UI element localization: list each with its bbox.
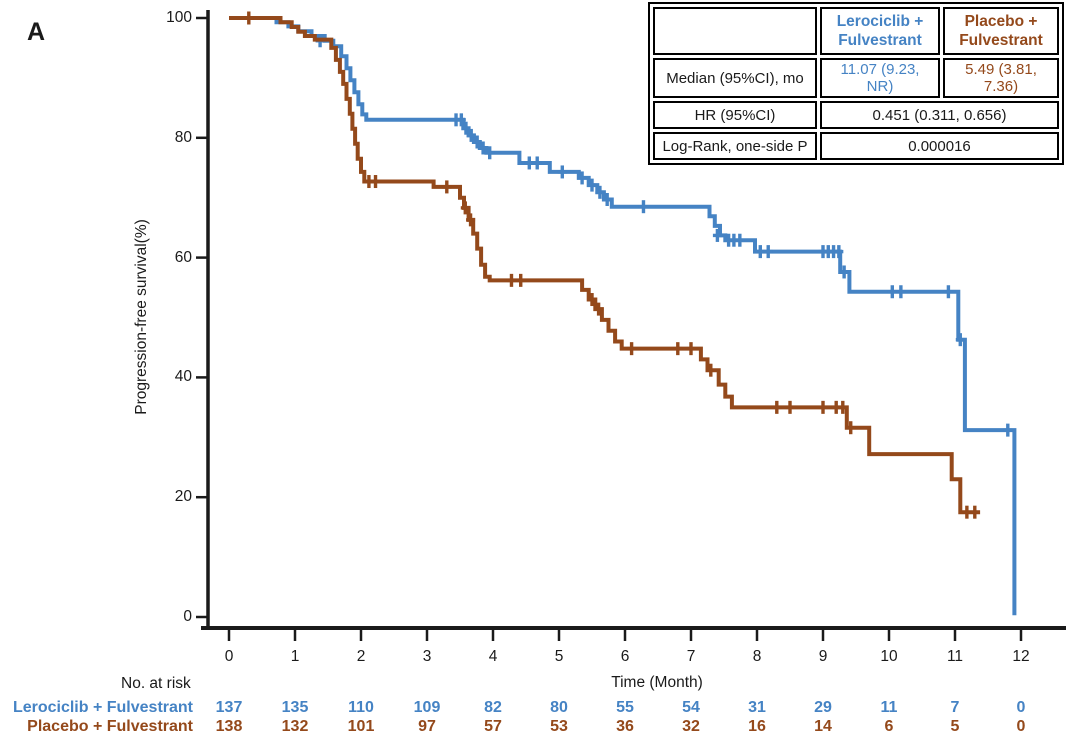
risk-count: 110 bbox=[348, 699, 374, 716]
panel-label: A bbox=[27, 18, 46, 46]
risk-count: 97 bbox=[418, 718, 436, 735]
risk-count: 16 bbox=[748, 718, 766, 735]
y-tick-label: 20 bbox=[174, 488, 192, 506]
risk-count: 54 bbox=[682, 699, 700, 716]
risk-count: 11 bbox=[880, 699, 898, 716]
stats-header-row: Lerociclib + Fulvestrant Placebo + Fulve… bbox=[653, 7, 1059, 55]
risk-row-values: 137 135 110 109 82 80 55 54 31 29 11 7 0 bbox=[196, 699, 1054, 716]
risk-count: 82 bbox=[484, 699, 502, 716]
risk-row-values: 138 132 101 97 57 53 36 32 16 14 6 5 0 bbox=[196, 718, 1054, 735]
stats-header-empty bbox=[653, 7, 817, 55]
risk-count: 0 bbox=[1016, 718, 1026, 735]
risk-count: 109 bbox=[413, 699, 441, 716]
stats-header-lerociclib: Lerociclib + Fulvestrant bbox=[820, 7, 940, 55]
x-tick-label: 12 bbox=[1012, 648, 1030, 665]
risk-count: 32 bbox=[682, 718, 700, 735]
stats-median-label: Median (95%CI), mo bbox=[653, 58, 817, 98]
risk-count: 0 bbox=[1016, 699, 1026, 716]
risk-count: 138 bbox=[215, 718, 243, 735]
stats-header-placebo: Placebo + Fulvestrant bbox=[943, 7, 1059, 55]
risk-count: 14 bbox=[814, 718, 832, 735]
stats-median-placebo: 5.49 (3.81, 7.36) bbox=[943, 58, 1059, 98]
risk-count: 6 bbox=[884, 718, 894, 735]
x-tick-label: 2 bbox=[356, 648, 366, 665]
x-tick-label: 8 bbox=[752, 648, 762, 665]
y-tick-label: 40 bbox=[174, 368, 192, 386]
risk-count: 5 bbox=[950, 718, 960, 735]
x-tick-label: 9 bbox=[818, 648, 828, 665]
stats-logrank-label: Log-Rank, one-side P bbox=[653, 132, 817, 160]
risk-count: 135 bbox=[281, 699, 309, 716]
y-tick-label: 60 bbox=[174, 248, 192, 266]
stats-median-lerociclib: 11.07 (9.23, NR) bbox=[820, 58, 940, 98]
risk-count: 36 bbox=[616, 718, 634, 735]
risk-table-title: No. at risk bbox=[121, 675, 191, 692]
stats-row-logrank: Log-Rank, one-side P 0.000016 bbox=[653, 132, 1059, 160]
risk-count: 80 bbox=[550, 699, 568, 716]
risk-count: 137 bbox=[215, 699, 243, 716]
risk-count: 57 bbox=[484, 718, 502, 735]
risk-count: 53 bbox=[550, 718, 568, 735]
risk-row-label: Lerociclib + Fulvestrant bbox=[12, 699, 193, 716]
stats-table: Lerociclib + Fulvestrant Placebo + Fulve… bbox=[648, 2, 1064, 165]
y-tick-label: 100 bbox=[166, 9, 192, 26]
x-axis-title: Time (Month) bbox=[611, 674, 703, 691]
stats-hr-label: HR (95%CI) bbox=[653, 101, 817, 129]
risk-count: 31 bbox=[748, 699, 766, 716]
km-curve bbox=[229, 16, 981, 515]
stats-row-hr: HR (95%CI) 0.451 (0.311, 0.656) bbox=[653, 101, 1059, 129]
x-tick-label: 10 bbox=[880, 648, 898, 665]
x-tick-label: 6 bbox=[620, 648, 630, 665]
x-tick-label: 0 bbox=[224, 648, 234, 665]
risk-count: 55 bbox=[616, 699, 634, 716]
x-tick-label: 1 bbox=[290, 648, 300, 665]
y-tick-label: 0 bbox=[183, 608, 192, 625]
y-tick-label: 80 bbox=[174, 128, 192, 146]
x-tick-label: 7 bbox=[686, 648, 696, 665]
x-tick-label: 11 bbox=[946, 648, 964, 665]
risk-count: 7 bbox=[950, 699, 960, 716]
stats-hr-value: 0.451 (0.311, 0.656) bbox=[820, 101, 1059, 129]
x-tick-label: 5 bbox=[554, 648, 564, 665]
stats-row-median: Median (95%CI), mo 11.07 (9.23, NR) 5.49… bbox=[653, 58, 1059, 98]
stats-logrank-value: 0.000016 bbox=[820, 132, 1059, 160]
x-tick-label: 4 bbox=[488, 648, 498, 665]
risk-row-label: Placebo + Fulvestrant bbox=[27, 718, 193, 735]
risk-count: 132 bbox=[281, 718, 309, 735]
risk-count: 29 bbox=[814, 699, 832, 716]
risk-count: 101 bbox=[347, 718, 375, 735]
x-tick-label: 3 bbox=[422, 648, 432, 665]
